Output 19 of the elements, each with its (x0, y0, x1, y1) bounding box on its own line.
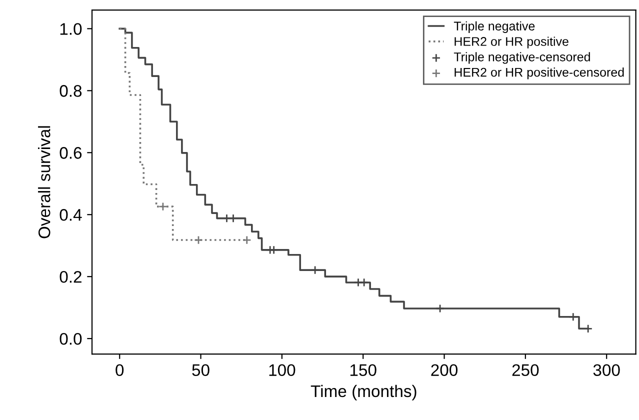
x-tick-label: 250 (512, 364, 539, 376)
x-axis-title: Time (months) (310, 384, 416, 400)
x-tick-label: 200 (431, 364, 458, 376)
y-tick-label: 0.8 (60, 85, 82, 97)
y-tick-label: 0.0 (60, 332, 82, 345)
legend-label: Triple negative (454, 21, 535, 33)
y-tick-label: 0.4 (60, 209, 82, 221)
x-tick-label: 300 (593, 364, 620, 376)
y-axis-title: Overall survival (38, 126, 50, 238)
y-tick-label: 0.2 (60, 270, 82, 283)
x-tick-label: 100 (269, 364, 296, 376)
x-tick-label: 150 (350, 364, 376, 376)
y-tick-label: 1.0 (60, 23, 82, 35)
legend-label: HER2 or HR positive (454, 36, 568, 48)
y-tick-label: 0.6 (60, 147, 82, 159)
x-tick-label: 50 (192, 364, 210, 376)
legend-label: Triple negative-censored (454, 52, 590, 64)
legend-label: HER2 or HR positive-censored (454, 68, 624, 80)
x-tick-label: 0 (116, 364, 124, 376)
